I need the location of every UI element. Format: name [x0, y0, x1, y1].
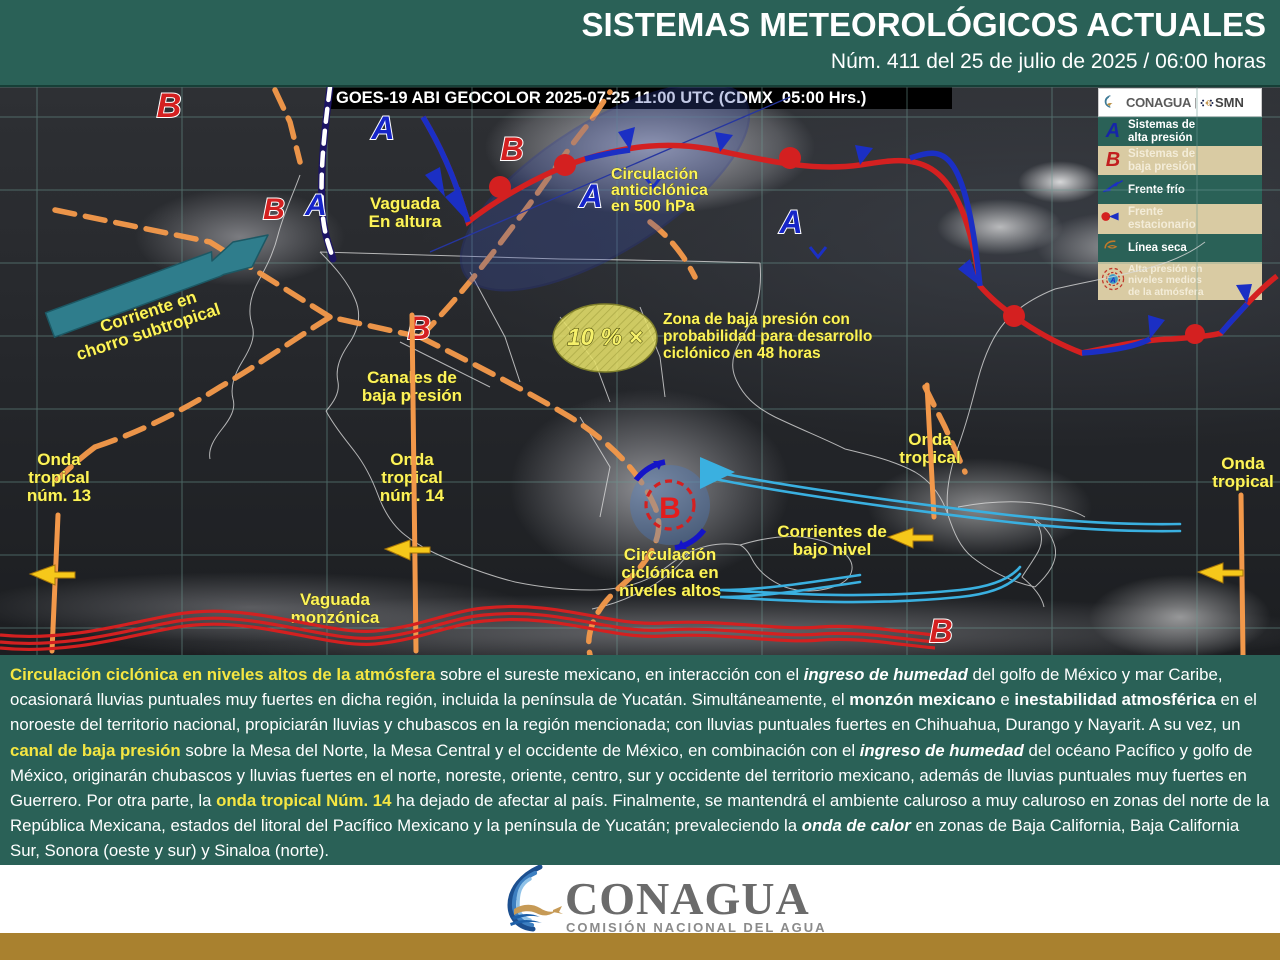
svg-text:Onda: Onda	[1221, 454, 1265, 473]
svg-text:niveles altos: niveles altos	[619, 581, 721, 600]
svg-text:en 500 hPa: en 500 hPa	[611, 198, 695, 215]
svg-text:ciclónica en: ciclónica en	[621, 563, 718, 582]
svg-text:ciclónico en 48 horas: ciclónico en 48 horas	[663, 345, 821, 362]
svg-text:Circulación: Circulación	[611, 166, 698, 183]
svg-text:anticiclónica: anticiclónica	[611, 182, 708, 199]
svg-text:B: B	[263, 193, 285, 226]
svg-text:A: A	[304, 189, 327, 222]
svg-text:bajo nivel: bajo nivel	[793, 540, 871, 559]
svg-text:Circulación: Circulación	[624, 545, 717, 564]
svg-text:tropical: tropical	[1212, 472, 1273, 491]
svg-text:Zona de baja presión con: Zona de baja presión con	[663, 311, 850, 328]
svg-text:Vaguada: Vaguada	[370, 194, 440, 213]
svg-text:A: A	[370, 110, 394, 146]
svg-text:probabilidad para desarrollo: probabilidad para desarrollo	[663, 328, 872, 345]
svg-text:Vaguada: Vaguada	[300, 590, 370, 609]
svg-text:Onda: Onda	[37, 450, 81, 469]
svg-text:B: B	[659, 492, 681, 525]
svg-text:En altura: En altura	[369, 212, 442, 231]
svg-text:B: B	[500, 131, 523, 167]
svg-text:A: A	[578, 178, 602, 214]
svg-text:tropical: tropical	[28, 468, 89, 487]
svg-text:A: A	[778, 204, 802, 240]
svg-text:núm. 13: núm. 13	[27, 486, 91, 505]
svg-text:10 % ×: 10 % ×	[567, 324, 642, 351]
svg-text:B: B	[929, 613, 952, 649]
svg-text:B: B	[157, 87, 182, 125]
svg-text:Corrientes de: Corrientes de	[777, 522, 887, 541]
